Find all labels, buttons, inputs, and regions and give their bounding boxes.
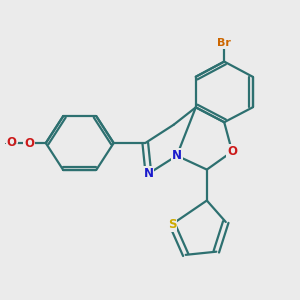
Text: O: O — [227, 145, 237, 158]
Text: S: S — [168, 218, 176, 231]
Text: methoxy: methoxy — [13, 142, 19, 144]
Text: methoxy: methoxy — [4, 142, 11, 144]
Text: N: N — [143, 167, 153, 180]
Text: O: O — [7, 136, 17, 149]
Text: O: O — [24, 136, 34, 150]
Text: Br: Br — [217, 38, 231, 48]
Text: O: O — [24, 136, 34, 150]
Text: N: N — [172, 149, 182, 162]
